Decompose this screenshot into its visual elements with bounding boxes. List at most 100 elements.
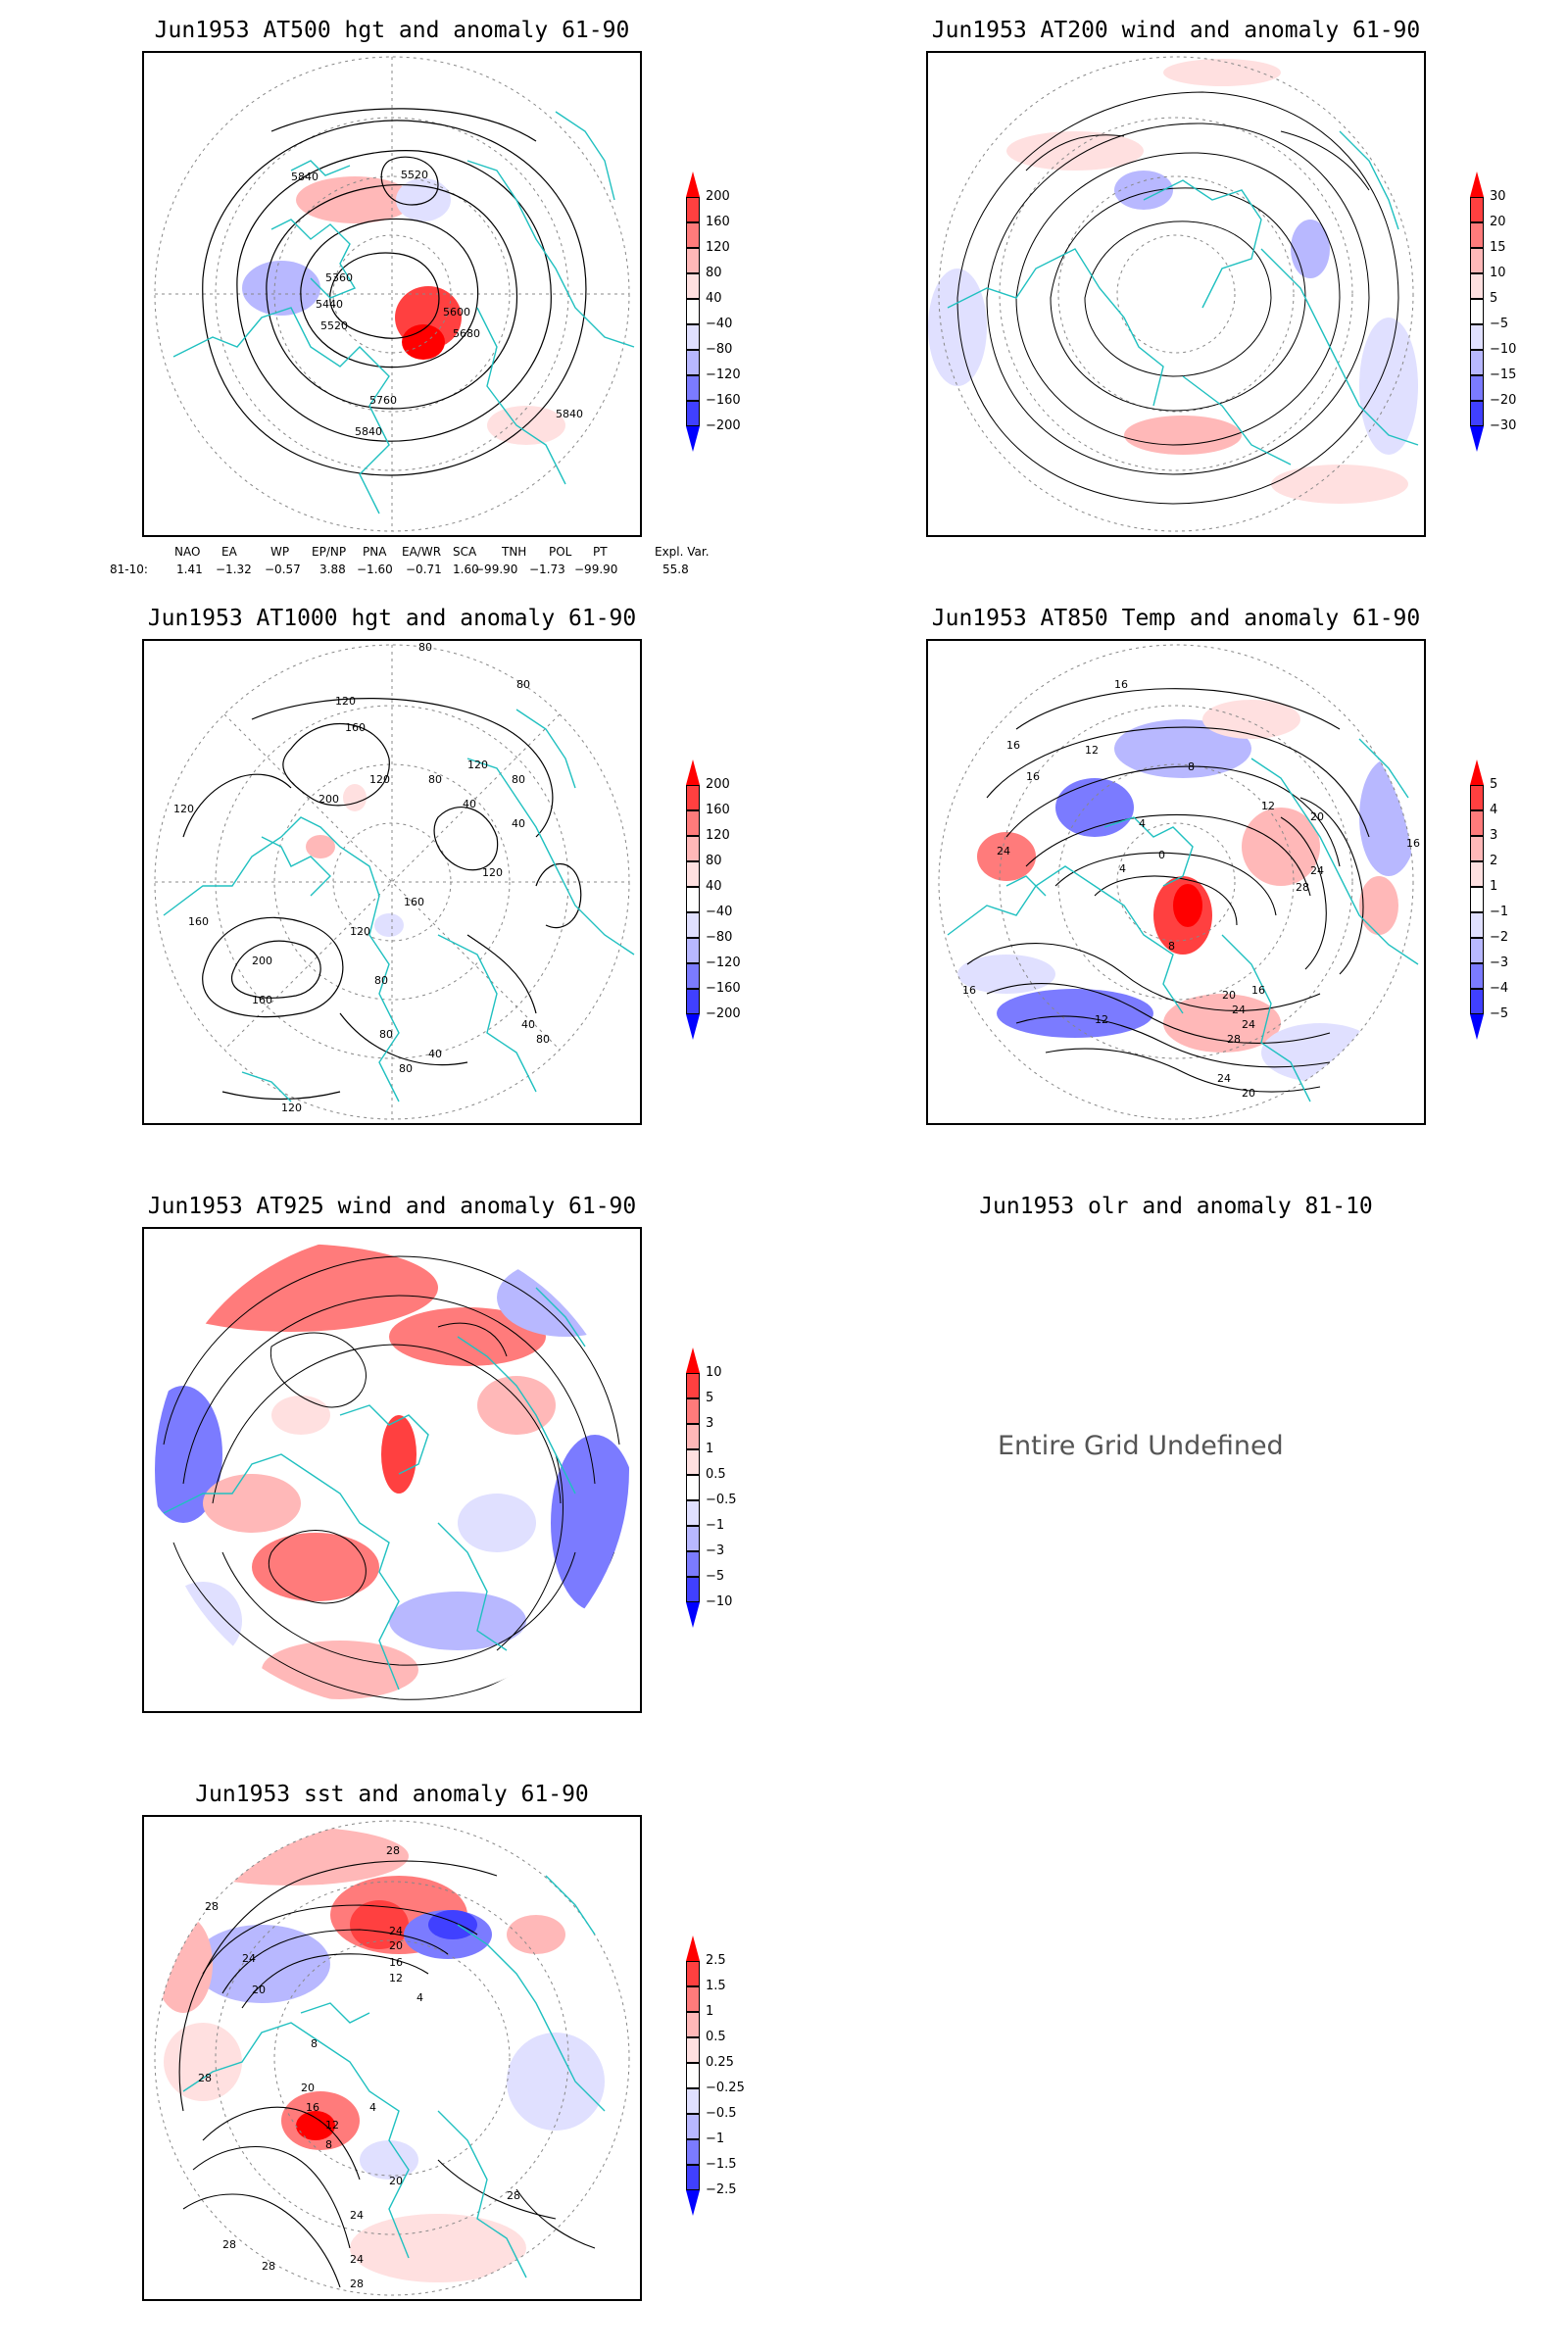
anomaly-shading <box>155 1827 605 2282</box>
colorbar-at500: 200 160 120 80 40 −40 −80 −120 −160 −200 <box>686 172 764 452</box>
panel-title-at925: Jun1953 AT925 wind and anomaly 61-90 <box>147 1194 637 1219</box>
contour-label: 8 <box>311 2037 318 2050</box>
contour-labels: 28 28 24 20 24 20 16 12 8 4 28 20 16 12 … <box>198 1844 520 2290</box>
colorbar-swatch <box>686 989 700 1014</box>
tele-value: 1.41 <box>176 563 203 576</box>
contour-label: 40 <box>512 817 525 830</box>
contour-label: 5840 <box>291 171 318 183</box>
contour-label: 80 <box>428 773 442 786</box>
colorbar-swatch <box>1470 273 1484 299</box>
contour-label: 40 <box>428 1048 442 1060</box>
colorbar-swatch <box>686 785 700 810</box>
colorbar-swatch <box>1470 197 1484 222</box>
map-at925 <box>142 1227 642 1713</box>
sst-contours <box>178 1860 596 2288</box>
colorbar-swatch <box>686 1961 700 1986</box>
contour-label: 28 <box>198 2072 212 2084</box>
contour-label: 24 <box>1242 1018 1255 1031</box>
colorbar-label: −40 <box>706 317 733 331</box>
colorbar-swatch <box>1470 989 1484 1014</box>
tele-row-label: 81-10: <box>110 563 148 576</box>
contour-label: 80 <box>418 641 432 654</box>
contour-label: 8 <box>325 2138 332 2151</box>
colorbar-label: −4 <box>1490 981 1509 996</box>
colorbar-label: −2 <box>1490 930 1509 945</box>
colorbar-swatch <box>686 2012 700 2037</box>
tele-header: EA <box>221 545 237 559</box>
colorbar-label: 2 <box>1490 854 1498 868</box>
panel-title-sst: Jun1953 sst and anomaly 61-90 <box>195 1782 589 1807</box>
polar-map-at500: 5840 5520 5360 5440 5520 5600 5680 5760 … <box>154 56 635 532</box>
map-at200 <box>926 51 1426 537</box>
colorbar-label: 80 <box>706 266 722 280</box>
contour-label: 20 <box>389 1939 403 1952</box>
colorbar-sst: 2.5 1.5 1 0.5 0.25 −0.25 −0.5 −1 −1.5 −2… <box>686 1936 764 2216</box>
contour-label: 28 <box>386 1844 400 1857</box>
contour-label: 16 <box>389 1956 403 1969</box>
contour-label: 120 <box>369 773 390 786</box>
contour-label: 24 <box>997 845 1010 858</box>
contour-label: 20 <box>1222 989 1236 1002</box>
graticule <box>938 56 1414 532</box>
anomaly-shading <box>928 59 1418 504</box>
contour-label: 200 <box>318 793 339 806</box>
contour-label: 16 <box>1251 984 1265 997</box>
colorbar-top-arrow <box>686 1936 700 1961</box>
contour-label: 28 <box>350 2278 364 2290</box>
colorbar-swatch <box>1470 887 1484 912</box>
contour-label: 4 <box>1139 817 1146 830</box>
contour-label: 40 <box>521 1018 535 1031</box>
colorbar-swatch <box>1470 836 1484 861</box>
colorbar-swatch <box>686 887 700 912</box>
colorbar-label: 20 <box>1490 215 1506 229</box>
colorbar-label: −80 <box>706 930 733 945</box>
contour-label: 16 <box>962 984 976 997</box>
tele-header: PT <box>593 545 608 559</box>
colorbar-top-arrow <box>686 172 700 197</box>
colorbar-swatch <box>686 1500 700 1526</box>
graticule <box>938 644 1414 1120</box>
colorbar-at200: 30 20 15 10 5 −5 −10 −15 −20 −30 <box>1470 172 1548 452</box>
colorbar-label: 1 <box>706 1442 714 1456</box>
contour-label: 0 <box>1158 849 1165 861</box>
colorbar-swatch <box>686 1373 700 1398</box>
tele-value: −99.90 <box>474 563 518 576</box>
colorbar-swatch <box>686 1526 700 1551</box>
colorbar-swatch <box>686 836 700 861</box>
colorbar-label: 160 <box>706 803 730 817</box>
colorbar-swatch <box>686 1424 700 1449</box>
tele-value: −99.90 <box>574 563 618 576</box>
colorbar-label: 120 <box>706 240 730 255</box>
colorbar-bottom-arrow <box>1470 426 1484 452</box>
contour-label: 80 <box>374 974 388 987</box>
colorbar-label: 160 <box>706 215 730 229</box>
coastlines <box>163 709 635 1102</box>
colorbar-label: −1 <box>706 2132 725 2146</box>
contour-labels: 5840 5520 5360 5440 5520 5600 5680 5760 … <box>291 169 583 438</box>
colorbar-swatch <box>686 248 700 273</box>
colorbar-swatch <box>1470 375 1484 401</box>
contour-label: 28 <box>1296 881 1309 894</box>
contour-label: 120 <box>467 759 488 771</box>
tele-value: −1.73 <box>529 563 565 576</box>
contour-label: 160 <box>404 896 424 908</box>
panel-title-at500: Jun1953 AT500 hgt and anomaly 61-90 <box>154 18 630 43</box>
colorbar-label: −30 <box>1490 418 1517 433</box>
contour-label: 5520 <box>320 319 348 332</box>
colorbar-swatch <box>1470 401 1484 426</box>
tele-header: POL <box>549 545 572 559</box>
contour-label: 28 <box>205 1900 219 1913</box>
contour-label: 80 <box>399 1062 413 1075</box>
contour-label: 80 <box>536 1033 550 1046</box>
colorbar-label: −120 <box>706 956 741 970</box>
contour-label: 80 <box>379 1028 393 1041</box>
colorbar-bottom-arrow <box>1470 1014 1484 1040</box>
contour-label: 24 <box>1217 1072 1231 1085</box>
height-contours <box>202 108 587 476</box>
colorbar-label: 10 <box>1490 266 1506 280</box>
colorbar-label: 40 <box>706 879 722 894</box>
colorbar-bottom-arrow <box>686 1602 700 1628</box>
colorbar-label: 0.5 <box>706 2030 726 2044</box>
map-at500: 5840 5520 5360 5440 5520 5600 5680 5760 … <box>142 51 642 537</box>
colorbar-label: 4 <box>1490 803 1498 817</box>
